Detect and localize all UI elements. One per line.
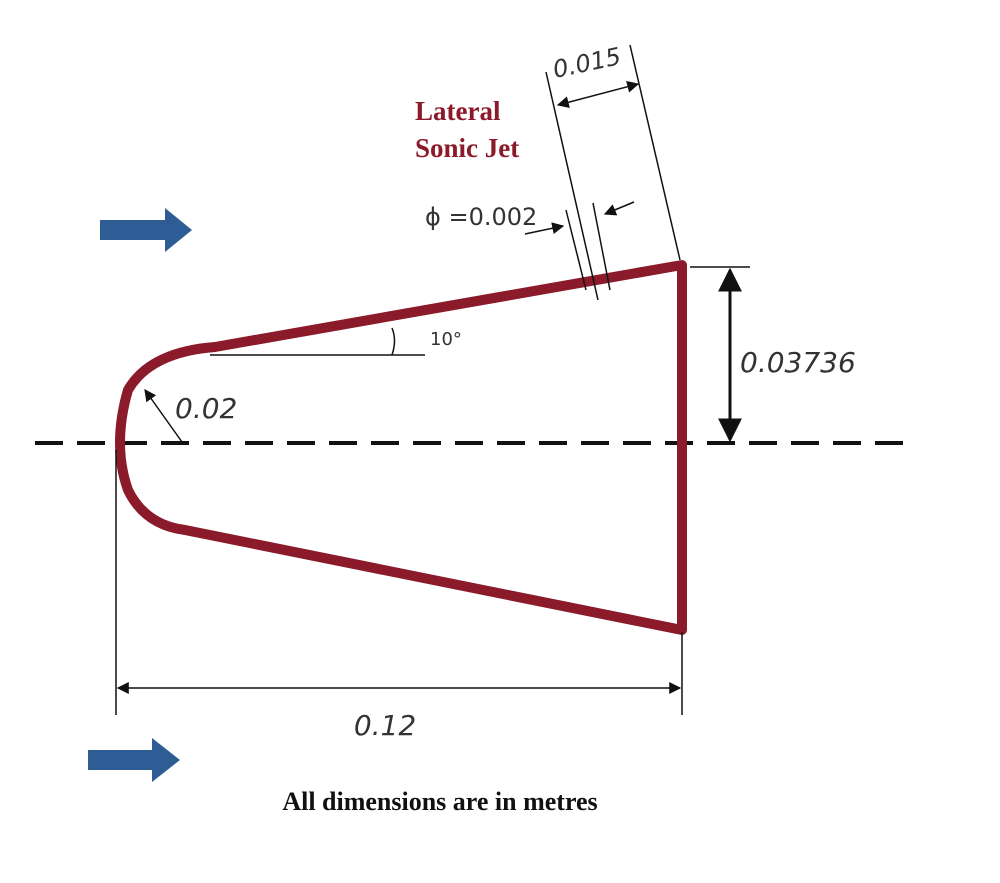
jet-spacing-label: 0.015: [550, 42, 623, 84]
angle-arc: [391, 327, 396, 356]
flow-arrow: [100, 208, 192, 252]
jet-label: Lateral: [415, 96, 501, 126]
dimension-line: [556, 80, 640, 109]
extension-line: [629, 44, 681, 261]
flow-arrow: [88, 738, 180, 782]
diameter-arrow: [603, 201, 635, 216]
radius-arrow: [144, 389, 183, 443]
length-label: 0.12: [354, 709, 416, 742]
diameter-arrow: [524, 222, 565, 235]
note: All dimensions are in metres: [282, 787, 597, 816]
jet-wall: [592, 202, 611, 291]
jet-wall: [565, 209, 587, 291]
jet-label: Sonic Jet: [415, 133, 519, 163]
angle-label: 10°: [430, 329, 462, 350]
body-outline: [115, 260, 687, 635]
half-height-label: 0.03736: [740, 346, 856, 379]
jet-diameter-label: ϕ =0.002: [425, 203, 537, 231]
jet-axis-line: [545, 71, 599, 301]
nose-radius-label: 0.02: [175, 392, 237, 425]
